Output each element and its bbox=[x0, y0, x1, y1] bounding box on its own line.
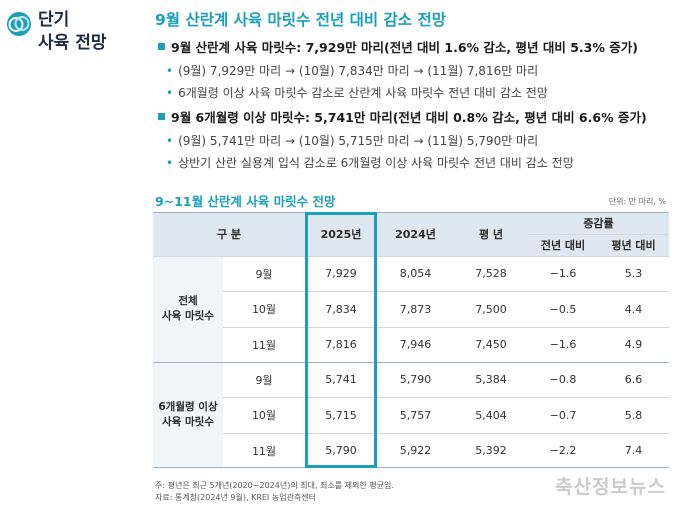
table-row: 9월 5,741 5,790 5,384 −0.8 6.6 bbox=[153, 362, 669, 397]
square-bullet-icon bbox=[158, 43, 165, 50]
group-label-total: 전체 사육 마릿수 bbox=[153, 256, 223, 362]
cell-month: 9월 bbox=[255, 267, 273, 281]
cell-vs-avg: 6.6 bbox=[624, 373, 643, 386]
divider bbox=[223, 433, 669, 434]
cell-2024: 5,922 bbox=[399, 444, 432, 457]
bullet-main-total: 9월 산란계 사육 마릿수: 7,929만 마리(전년 대비 1.6% 감소, … bbox=[158, 37, 638, 56]
cell-average: 5,404 bbox=[475, 408, 507, 422]
bullet-sub: • (9월) 7,929만 마리 → (10월) 7,834만 마리 → (11월… bbox=[166, 64, 539, 78]
cell-month: 10월 bbox=[251, 303, 277, 316]
divider bbox=[223, 291, 669, 292]
cell-vs-avg: 5.3 bbox=[624, 267, 643, 280]
note-line: 주: 평년은 최근 5개년(2020~2024년)의 최대, 최소를 제외한 평… bbox=[155, 481, 394, 490]
cell-vs-avg: 4.9 bbox=[624, 338, 643, 351]
cell-vs-avg: 7.4 bbox=[624, 444, 643, 457]
table-row: 10월 5,715 5,757 5,404 −0.7 5.8 bbox=[153, 397, 669, 433]
cell-2025: 5,741 bbox=[325, 373, 357, 386]
dot-bullet-icon: • bbox=[166, 156, 174, 170]
section-title-line2: 사육 전망 bbox=[38, 33, 107, 53]
cell-2025: 5,790 bbox=[325, 444, 357, 457]
table-row: 9월 7,929 8,054 7,528 −1.6 5.3 bbox=[153, 256, 669, 291]
cell-vs-prev: −2.2 bbox=[549, 444, 577, 457]
divider bbox=[153, 256, 669, 257]
cell-2025: 7,834 bbox=[325, 302, 357, 316]
watermark: 축산정보뉴스 bbox=[555, 476, 666, 498]
divider bbox=[223, 327, 669, 328]
cell-vs-prev: −1.6 bbox=[549, 267, 577, 280]
divider bbox=[153, 212, 669, 213]
cell-month: 11월 bbox=[251, 444, 277, 458]
section-title-line1: 단기 bbox=[38, 10, 70, 30]
sidebar: 단기 사육 전망 bbox=[0, 0, 148, 512]
notes: 주: 평년은 최근 5개년(2020~2024년)의 최대, 최소를 제외한 평… bbox=[155, 480, 394, 504]
cell-2025: 5,715 bbox=[325, 408, 357, 422]
header-category: 구 분 bbox=[153, 212, 305, 256]
cell-average: 5,392 bbox=[475, 444, 507, 457]
cell-vs-prev: −0.5 bbox=[549, 302, 577, 316]
cell-month: 9월 bbox=[255, 373, 273, 387]
dot-bullet-icon: • bbox=[166, 134, 174, 148]
cell-month: 11월 bbox=[251, 338, 277, 352]
cell-average: 7,528 bbox=[475, 267, 507, 280]
cell-average: 7,500 bbox=[475, 302, 507, 316]
cell-2024: 5,757 bbox=[399, 408, 432, 422]
data-table: 구 분 2025년 2024년 평 년 증감률 전년 대비 평년 대비 전체 사육… bbox=[153, 212, 669, 468]
group-label-six-month: 6개월령 이상 사육 마릿수 bbox=[153, 362, 223, 468]
cell-average: 7,450 bbox=[475, 338, 507, 351]
divider bbox=[528, 234, 669, 235]
header-2025: 2025년 bbox=[305, 212, 377, 256]
section-title: 단기 사육 전망 bbox=[38, 9, 106, 55]
cell-2024: 7,873 bbox=[399, 302, 432, 316]
table-row: 11월 5,790 5,922 5,392 −2.2 7.4 bbox=[153, 433, 669, 468]
table-row: 10월 7,834 7,873 7,500 −0.5 4.4 bbox=[153, 291, 669, 327]
cell-2025: 7,816 bbox=[325, 338, 357, 351]
cell-2024: 8,054 bbox=[399, 267, 432, 280]
header-change: 증감률 bbox=[528, 212, 669, 234]
bullet-sub: • 6개월령 이상 사육 마릿수 감소로 산란계 사육 마릿수 전년 대비 감소 … bbox=[166, 86, 548, 100]
divider bbox=[223, 397, 669, 398]
logo-icon bbox=[7, 12, 31, 36]
cell-vs-prev: −0.8 bbox=[549, 373, 577, 386]
main-content: 9월 산란계 사육 마릿수 전년 대비 감소 전망 9월 산란계 사육 마릿수:… bbox=[148, 0, 680, 512]
divider bbox=[153, 362, 669, 363]
cell-2025: 7,929 bbox=[325, 267, 357, 280]
header-2024: 2024년 bbox=[377, 212, 454, 256]
table-unit: 단위: 만 마리, % bbox=[608, 197, 666, 206]
divider bbox=[153, 467, 669, 468]
table-header: 구 분 2025년 2024년 평 년 증감률 전년 대비 평년 대비 bbox=[153, 212, 669, 256]
cell-vs-prev: −1.6 bbox=[549, 338, 577, 351]
cell-2024: 7,946 bbox=[399, 338, 432, 351]
bullet-sub: • (9월) 5,741만 마리 → (10월) 5,715만 마리 → (11월… bbox=[166, 134, 539, 148]
square-bullet-icon bbox=[158, 113, 165, 120]
cell-2024: 5,790 bbox=[399, 373, 432, 386]
dot-bullet-icon: • bbox=[166, 64, 174, 78]
header-average: 평 년 bbox=[454, 212, 528, 256]
cell-average: 5,384 bbox=[475, 373, 507, 386]
cell-vs-prev: −0.7 bbox=[549, 408, 577, 422]
header-vs-prev: 전년 대비 bbox=[528, 234, 598, 256]
headline: 9월 산란계 사육 마릿수 전년 대비 감소 전망 bbox=[155, 11, 446, 29]
cell-month: 10월 bbox=[251, 409, 277, 422]
header-vs-avg: 평년 대비 bbox=[598, 234, 669, 256]
dot-bullet-icon: • bbox=[166, 86, 174, 100]
bullet-main-six-month: 9월 6개월령 이상 마릿수: 5,741만 마리(전년 대비 0.8% 감소,… bbox=[158, 107, 647, 126]
table-title: 9~11월 산란계 사육 마릿수 전망 bbox=[155, 194, 336, 209]
bullet-sub: • 상반기 산란 실용계 입식 감소로 6개월령 이상 사육 마릿수 전년 대비 … bbox=[166, 156, 574, 170]
cell-vs-avg: 4.4 bbox=[624, 302, 643, 316]
cell-vs-avg: 5.8 bbox=[624, 408, 643, 422]
table-row: 11월 7,816 7,946 7,450 −1.6 4.9 bbox=[153, 327, 669, 362]
source-line: 자료: 통계청(2024년 9월), KREI 농업관측센터 bbox=[155, 493, 316, 502]
